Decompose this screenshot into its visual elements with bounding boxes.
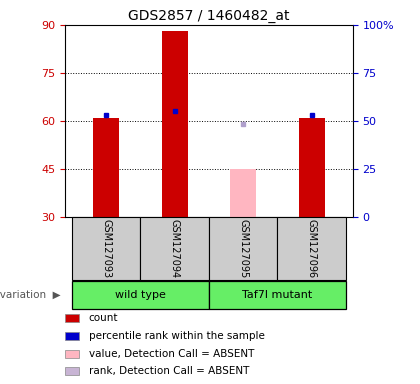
Bar [162, 31, 188, 217]
Text: percentile rank within the sample: percentile rank within the sample [89, 331, 265, 341]
FancyBboxPatch shape [72, 281, 209, 309]
Bar [65, 314, 79, 322]
Text: GSM127093: GSM127093 [101, 219, 111, 278]
FancyBboxPatch shape [278, 217, 346, 280]
Bar [230, 169, 256, 217]
Text: GSM127096: GSM127096 [307, 219, 317, 278]
Bar [65, 349, 79, 358]
FancyBboxPatch shape [209, 281, 346, 309]
FancyBboxPatch shape [72, 217, 140, 280]
Text: GSM127094: GSM127094 [170, 219, 180, 278]
Bar [65, 367, 79, 375]
Bar [93, 118, 119, 217]
Bar [65, 332, 79, 340]
Title: GDS2857 / 1460482_at: GDS2857 / 1460482_at [128, 8, 290, 23]
Text: Taf7l mutant: Taf7l mutant [242, 290, 312, 300]
Text: genotype/variation  ▶: genotype/variation ▶ [0, 290, 61, 300]
Bar [299, 118, 325, 217]
Text: count: count [89, 313, 118, 323]
FancyBboxPatch shape [209, 217, 278, 280]
Text: GSM127095: GSM127095 [238, 219, 248, 278]
Text: value, Detection Call = ABSENT: value, Detection Call = ABSENT [89, 349, 254, 359]
FancyBboxPatch shape [140, 217, 209, 280]
Text: wild type: wild type [115, 290, 166, 300]
Text: rank, Detection Call = ABSENT: rank, Detection Call = ABSENT [89, 366, 249, 376]
